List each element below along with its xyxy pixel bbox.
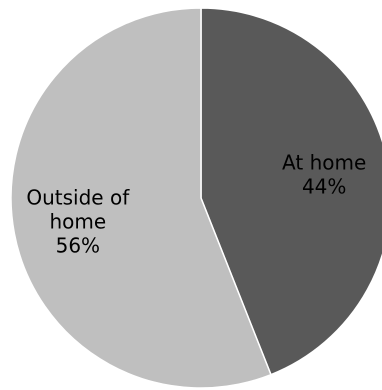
pie-label-line: home	[49, 209, 106, 233]
pie-label-line: At home	[282, 151, 366, 175]
pie-label-at-home: At home 44%	[282, 151, 366, 199]
pie-slice-outside-of-home	[10, 7, 272, 389]
pie-label-line: Outside of	[26, 185, 130, 209]
pie-slices	[10, 7, 382, 389]
pie-labels: At home 44% Outside of home 56%	[26, 151, 366, 258]
pie-label-outside-of-home: Outside of home 56%	[26, 185, 130, 257]
pie-slice-at-home	[200, 7, 382, 376]
pie-label-line: 44%	[302, 175, 346, 199]
pie-label-line: 56%	[56, 233, 100, 257]
